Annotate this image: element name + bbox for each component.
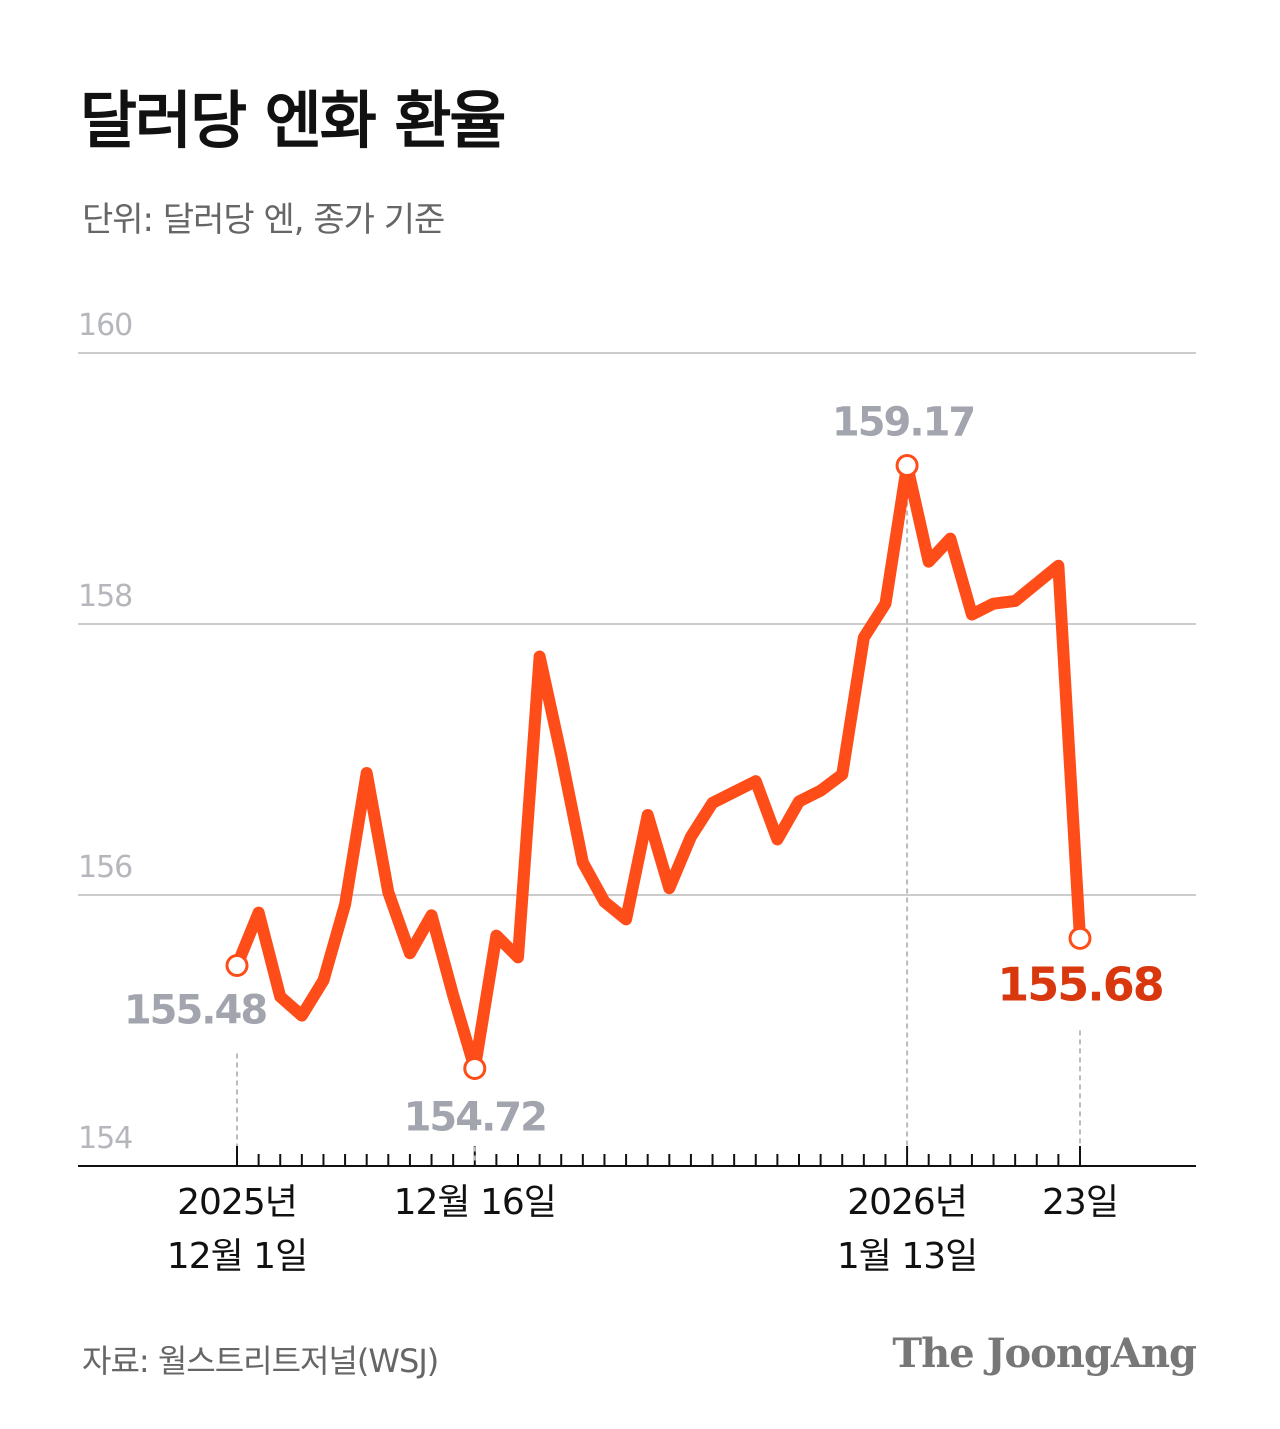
subtitle: 단위: 달러당 엔, 종가 기준 (82, 200, 445, 240)
x-tick-label: 12월 16일 (393, 1182, 557, 1223)
y-tick-label: 158 (78, 579, 132, 614)
value-label: 155.48 (124, 987, 267, 1033)
y-tick-label: 154 (78, 1121, 132, 1156)
point-marker (463, 1056, 487, 1080)
source: 자료: 월스트리트저널(WSJ) (82, 1342, 439, 1380)
title: 달러당 엔화 환율 (80, 84, 506, 157)
point-marker (225, 953, 249, 977)
y-tick-label: 160 (78, 308, 132, 343)
line (231, 459, 1086, 1075)
y-tick-label: 156 (78, 850, 132, 885)
x-tick-label: 2025년 12월 1일 (166, 1182, 308, 1277)
x-tick-label: 2026년 1월 13일 (836, 1182, 978, 1277)
point-marker (1068, 926, 1092, 950)
logo: The JoongAng (892, 1330, 1197, 1377)
value-label: 159.17 (832, 399, 974, 445)
value-label: 154.72 (404, 1094, 546, 1140)
point-marker (895, 453, 919, 477)
x-tick-label: 23일 (1042, 1182, 1119, 1223)
value-label: 155.68 (997, 957, 1163, 1011)
